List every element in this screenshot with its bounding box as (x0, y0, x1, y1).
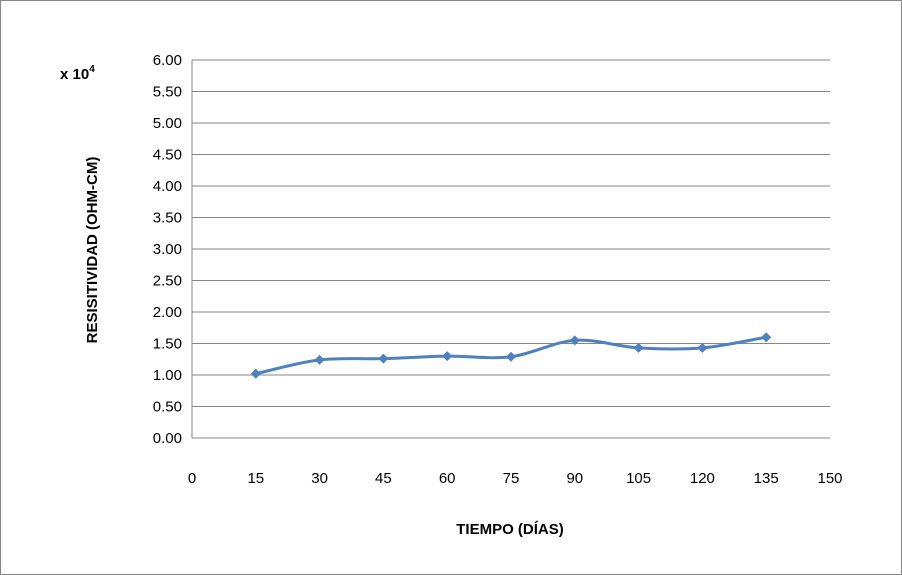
x-tick-labels: 0 15 30 45 60 75 90 105 120 135 150 (188, 470, 843, 487)
x-tick-label: 120 (690, 470, 715, 487)
x-tick-label: 15 (247, 470, 264, 487)
y-tick-labels: 0.00 0.50 1.00 1.50 2.00 2.50 3.00 3.50 4.00 4.50… (153, 52, 182, 447)
y-tick-label: 5.50 (153, 84, 182, 101)
y-tick-label: 2.50 (153, 273, 182, 290)
data-point-90 (569, 335, 580, 346)
y-tick-label: 3.00 (153, 241, 182, 258)
data-point-45 (378, 353, 389, 364)
x-tick-label: 150 (817, 470, 842, 487)
x-tick-label: 0 (188, 470, 196, 487)
y-multiplier-exponent: 4 (89, 64, 95, 75)
data-point-135 (761, 332, 772, 343)
y-multiplier-base: x 10 (60, 66, 89, 83)
y-tick-label: 1.50 (153, 336, 182, 353)
x-tick-label: 30 (311, 470, 328, 487)
y-tick-label: 0.00 (153, 430, 182, 447)
x-tick-label: 135 (754, 470, 779, 487)
series-layer (250, 332, 772, 379)
y-tick-label: 4.00 (153, 178, 182, 195)
x-axis-title: TIEMPO (DÍAS) (456, 521, 564, 538)
axes (191, 60, 830, 439)
y-tick-label: 2.00 (153, 304, 182, 321)
data-point-105 (633, 342, 644, 353)
data-point-30 (314, 354, 325, 365)
y-multiplier-label: x 104 (60, 64, 95, 83)
y-tick-label: 5.00 (153, 115, 182, 132)
y-tick-label: 6.00 (153, 52, 182, 69)
data-point-75 (506, 351, 516, 362)
data-point-120 (697, 342, 708, 353)
x-tick-label: 45 (375, 470, 392, 487)
data-point-15 (250, 368, 261, 379)
y-tick-label: 4.50 (153, 147, 182, 164)
x-tick-label: 75 (503, 470, 520, 487)
x-tick-label: 60 (439, 470, 456, 487)
x-tick-label: 105 (626, 470, 651, 487)
y-tick-label: 0.50 (153, 399, 182, 416)
gridlines (192, 59, 830, 407)
data-point-60 (442, 351, 453, 362)
y-tick-label: 3.50 (153, 210, 182, 227)
y-tick-label: 1.00 (153, 367, 182, 384)
x-tick-label: 90 (566, 470, 583, 487)
y-axis-title: RESISITIVIDAD (OHM-CM) (84, 157, 101, 344)
